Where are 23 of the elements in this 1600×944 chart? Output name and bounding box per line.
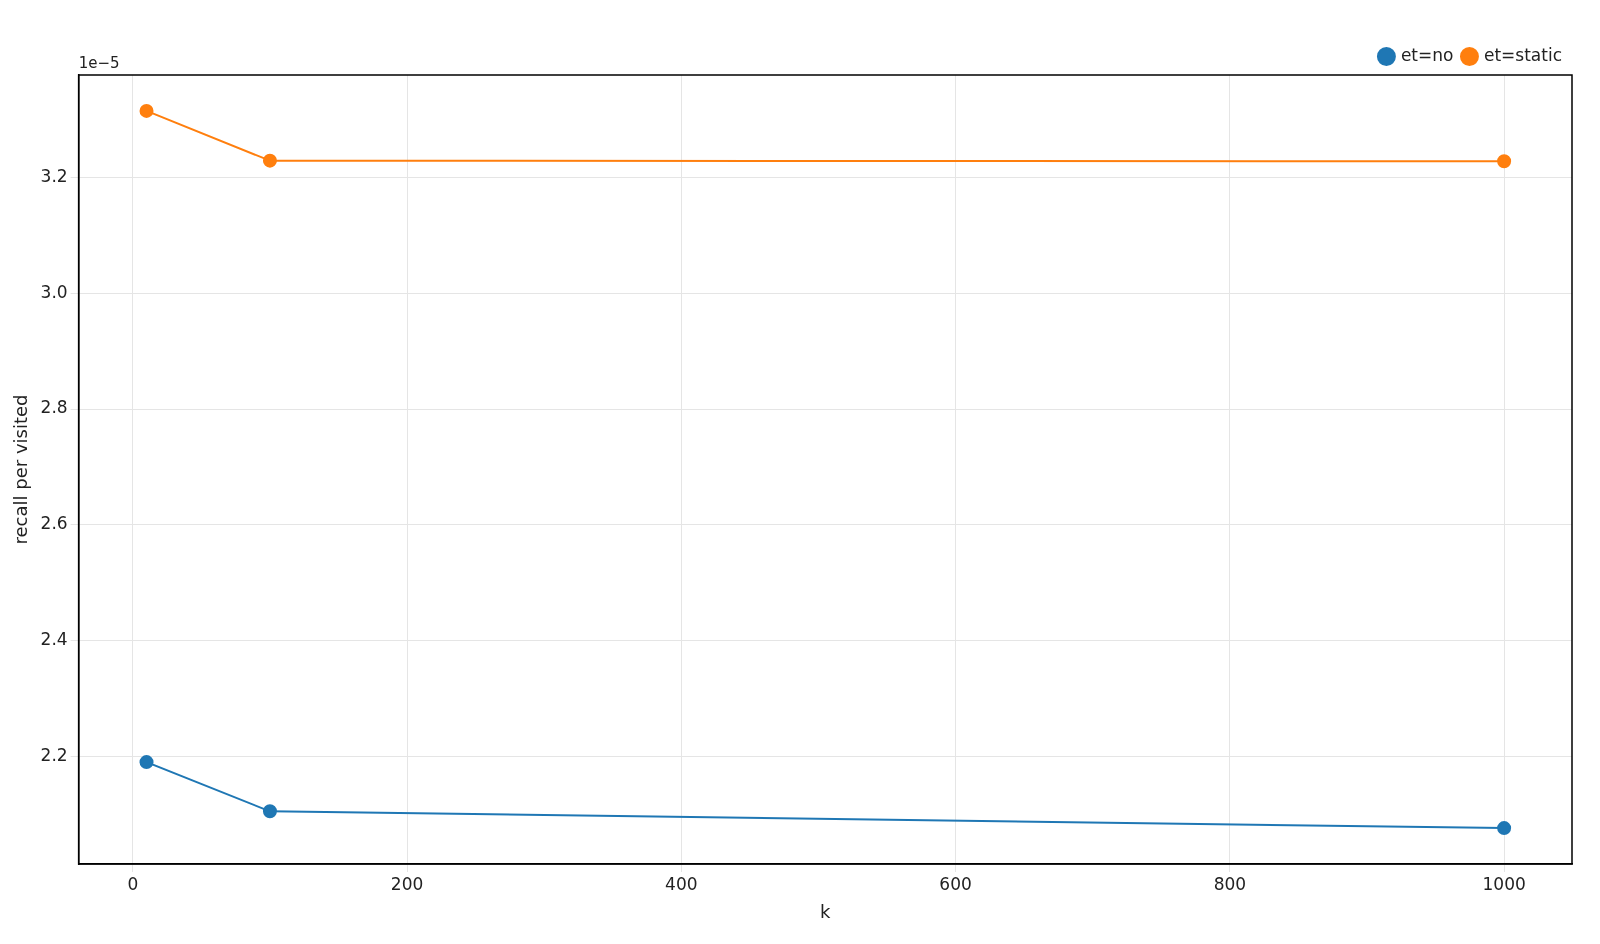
point [1497,821,1512,836]
x-axis-title: k [820,900,832,922]
point [139,755,154,770]
y-tick-label: 2.8 [40,397,68,418]
y-tick-label: 2.2 [40,744,68,765]
point [1497,154,1512,169]
y-axis-title: recall per visited [10,394,32,545]
point [262,153,277,168]
legend-label: et=static [1483,44,1562,65]
x-tick-label: 800 [1213,873,1247,894]
x-tick-label: 600 [939,873,972,894]
legend-label: et=no [1400,44,1454,65]
point [262,804,277,819]
y-tick-label: 3.0 [40,281,68,302]
point [139,103,154,118]
y-tick-label: 2.4 [40,628,68,649]
x-tick-label: 400 [665,873,698,894]
y-tick-label: 2.6 [40,513,68,534]
x-tick-label: 1000 [1482,873,1526,894]
x-tick-label: 0 [127,873,139,894]
x-tick-label: 200 [390,873,424,894]
y-tick-label: 3.2 [40,165,68,186]
text: 1e−5 [78,54,120,73]
